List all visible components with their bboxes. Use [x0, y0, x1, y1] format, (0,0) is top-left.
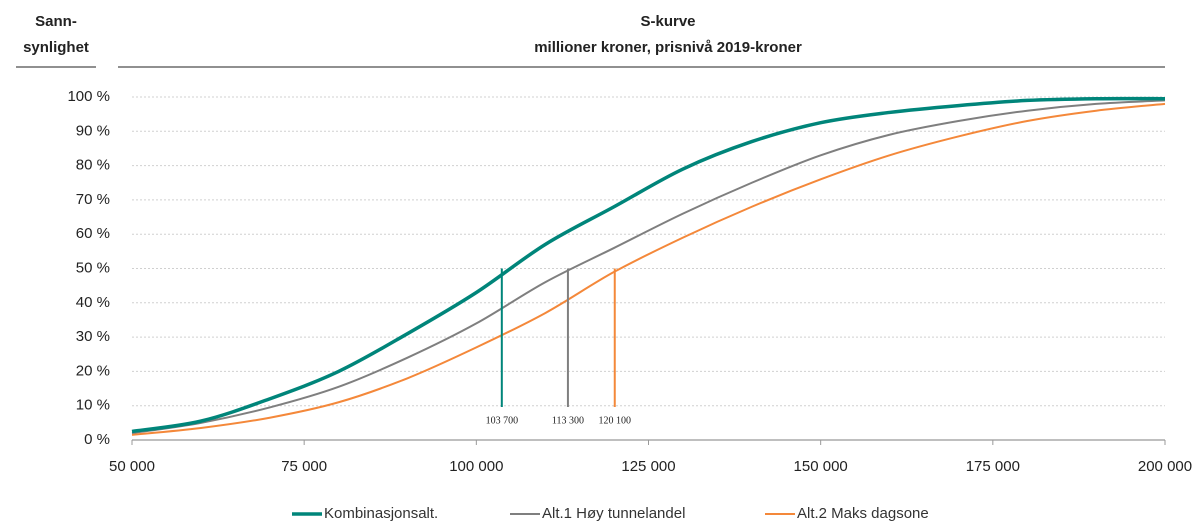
y-tick-label: 10 % [76, 397, 110, 414]
x-tick-label: 75 000 [281, 458, 327, 475]
marker-label: 120 100 [599, 415, 632, 426]
y-tick-label: 60 % [76, 225, 110, 242]
y-tick-label: 0 % [84, 431, 110, 448]
legend-label: Kombinasjonsalt. [324, 505, 438, 522]
marker-label: 103 700 [486, 415, 519, 426]
x-tick-label: 175 000 [966, 458, 1020, 475]
x-tick-label: 125 000 [621, 458, 675, 475]
marker-label: 113 300 [552, 415, 584, 426]
y-tick-label: 80 % [76, 157, 110, 174]
x-tick-label: 50 000 [109, 458, 155, 475]
chart-title: S-kurve [640, 13, 695, 30]
y-tick-label: 20 % [76, 362, 110, 379]
x-tick-label: 100 000 [449, 458, 503, 475]
y-tick-label: 90 % [76, 122, 110, 139]
y-axis-label: Sann- [35, 13, 77, 30]
y-axis-label: synlighet [23, 39, 89, 56]
x-tick-label: 200 000 [1138, 458, 1192, 475]
y-tick-label: 50 % [76, 259, 110, 276]
y-tick-label: 30 % [76, 328, 110, 345]
y-tick-label: 100 % [67, 88, 110, 105]
chart-subtitle: millioner kroner, prisnivå 2019-kroner [534, 39, 802, 56]
series-line [131, 96, 1166, 434]
series-line [131, 102, 1166, 436]
x-tick-label: 150 000 [794, 458, 848, 475]
series-line [131, 99, 1166, 435]
legend-label: Alt.1 Høy tunnelandel [542, 505, 685, 522]
y-tick-label: 40 % [76, 294, 110, 311]
legend-label: Alt.2 Maks dagsone [797, 505, 929, 522]
y-tick-label: 70 % [76, 191, 110, 208]
